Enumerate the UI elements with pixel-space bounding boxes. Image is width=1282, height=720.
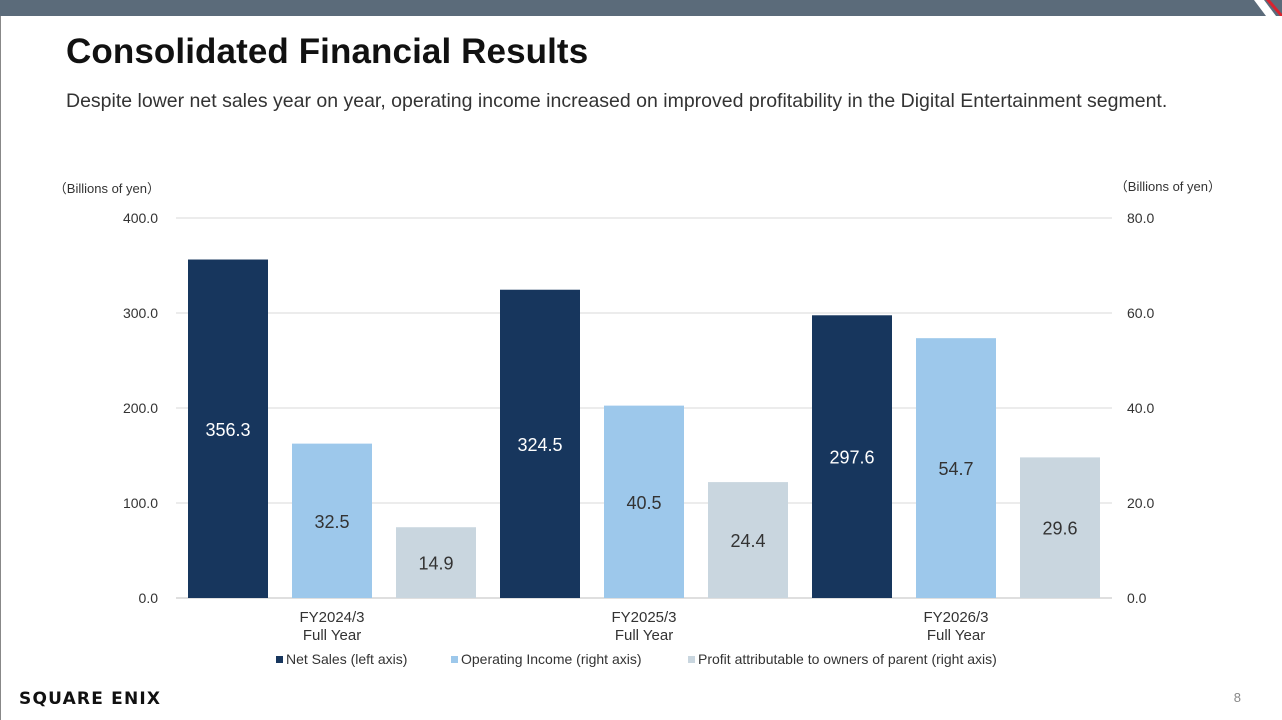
x-axis-category-label: FY2025/3	[611, 609, 676, 626]
bar-profit-attributable	[1020, 457, 1100, 598]
right-axis-tick-label: 60.0	[1127, 305, 1154, 321]
left-axis-tick-label: 300.0	[123, 305, 158, 321]
x-axis-category-label: FY2026/3	[923, 609, 988, 626]
left-axis-tick-label: 100.0	[123, 495, 158, 511]
legend-swatch	[276, 656, 283, 663]
bar-data-label: 324.5	[517, 435, 562, 455]
bar-profit-attributable	[396, 527, 476, 598]
bar-data-label: 356.3	[205, 420, 250, 440]
right-axis-tick-label: 40.0	[1127, 400, 1154, 416]
x-axis-category-label: Full Year	[615, 627, 673, 644]
legend-swatch	[451, 656, 458, 663]
brand-corner-mark	[1254, 0, 1282, 16]
bar-data-label: 24.4	[730, 531, 765, 551]
bar-profit-attributable	[708, 482, 788, 598]
top-banner	[0, 0, 1282, 16]
bar-data-label: 29.6	[1042, 519, 1077, 539]
bar-net-sales	[500, 289, 580, 598]
financial-results-chart: 0.0 100.0 200.0 300.0 400.0 0.0 20.0 40.0 60.0 80…	[54, 179, 1221, 667]
bar-operating-income	[916, 338, 996, 598]
bar-data-label: 14.9	[418, 554, 453, 574]
right-axis-tick-label: 80.0	[1127, 210, 1154, 226]
bar-operating-income	[292, 443, 372, 598]
legend-label: Operating Income (right axis)	[461, 651, 642, 667]
page-subtitle: Despite lower net sales year on year, op…	[66, 90, 1168, 112]
page-title: Consolidated Financial Results	[66, 32, 589, 71]
left-axis-tick-label: 400.0	[123, 210, 158, 226]
right-axis-tick-label: 0.0	[1127, 590, 1147, 606]
square-enix-logo: SQUARE ENIX	[19, 689, 162, 709]
left-axis-unit-label: （Billions of yen）	[54, 181, 160, 196]
legend-label: Net Sales (left axis)	[286, 651, 407, 667]
page-number: 8	[1233, 690, 1241, 705]
left-axis-tick-label: 0.0	[139, 590, 159, 606]
bar-operating-income	[604, 405, 684, 598]
x-axis-category-label: FY2024/3	[299, 609, 364, 626]
bar-net-sales	[188, 259, 268, 598]
legend-swatch	[688, 656, 695, 663]
bar-data-label: 32.5	[314, 512, 349, 532]
x-axis-category-label: Full Year	[303, 627, 361, 644]
x-axis-category-label: Full Year	[927, 627, 985, 644]
bar-data-label: 40.5	[626, 493, 661, 513]
bar-data-label: 54.7	[938, 459, 973, 479]
bar-data-label: 297.6	[829, 448, 874, 468]
right-axis-tick-label: 20.0	[1127, 495, 1154, 511]
bar-net-sales	[812, 315, 892, 598]
right-axis-unit-label: （Billions of yen）	[1115, 179, 1221, 194]
legend-label: Profit attributable to owners of parent …	[698, 651, 997, 667]
left-axis-tick-label: 200.0	[123, 400, 158, 416]
slide-left-border	[0, 16, 1, 720]
